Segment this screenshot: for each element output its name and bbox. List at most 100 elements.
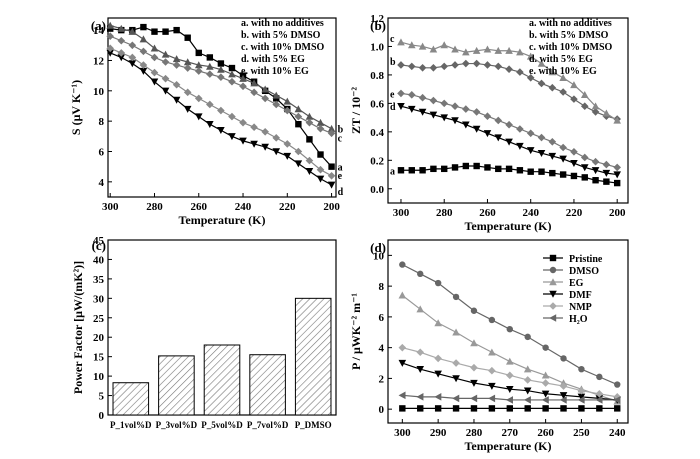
panel-a-data-point <box>162 28 169 35</box>
panel-a-data-point <box>139 61 148 69</box>
panel-d-data-point <box>595 396 603 404</box>
panel-a-legend-entry: e. with 10% EG <box>241 66 309 77</box>
panel-b-legend-entry: d. with 5% EG <box>529 54 593 65</box>
panel-a-data-point <box>150 53 159 62</box>
panel-a-data-point <box>327 171 336 180</box>
panel-a-data-point <box>128 53 137 62</box>
panel-d-data-point <box>434 354 442 363</box>
panel-b-data-point <box>483 130 492 138</box>
panel-d-data-point <box>614 405 621 412</box>
panel-b-data-point <box>548 83 557 92</box>
panel-a-data-point <box>217 65 225 73</box>
panel-d-ytick-label: 10 <box>373 250 385 262</box>
panel-a-data-point <box>140 23 147 31</box>
panel-a-data-point <box>228 77 236 86</box>
panel-a-xtick-label: 240 <box>235 201 252 213</box>
panel-b-data-point <box>440 114 449 122</box>
panel-a-data-point <box>261 127 269 136</box>
panel-a-data-point <box>305 168 314 176</box>
panel-d-legend-entry: DMSO <box>569 266 599 277</box>
panel-b-data-point <box>451 45 459 53</box>
panel-c-ytick-label: 30 <box>93 293 105 305</box>
panel-c-category-label: P_DMSO <box>295 420 332 430</box>
panel-d-data-point <box>417 405 424 412</box>
panel-d-data-point <box>452 293 460 301</box>
panel-b-data-point <box>526 129 535 138</box>
panel-b-data-point <box>516 142 524 150</box>
panel-d-data-point <box>542 405 549 412</box>
panel-b-data-point <box>559 143 567 152</box>
panel-a-data-point <box>305 118 314 127</box>
panel-b-data-point <box>430 165 437 173</box>
panel-b-data-point <box>505 138 513 146</box>
panel-b-data-point <box>462 121 470 129</box>
panel-d-legend-marker <box>549 254 557 262</box>
panel-b-x-axis-label: Temperature (K) <box>465 219 552 233</box>
panel-d-data-point <box>470 307 478 314</box>
panel-c-ytick-label: 5 <box>99 391 105 403</box>
panel-d-data-point <box>399 261 406 268</box>
panel-b-data-point <box>483 61 492 69</box>
panel-a-data-point <box>206 62 214 70</box>
panel-a-data-point <box>327 129 336 138</box>
panel-b-data-point <box>494 116 503 125</box>
panel-b-data-point <box>441 165 448 173</box>
panel-a-data-point <box>217 73 225 81</box>
panel-a-data-point <box>161 74 170 83</box>
panel-a-data-point <box>283 152 292 160</box>
panel-d-legend-marker <box>549 278 557 286</box>
panel-a-data-point <box>117 36 126 45</box>
panel-a-data-point <box>283 97 292 105</box>
panel-a-data-point <box>294 147 303 156</box>
panel-b-data-point <box>494 134 503 142</box>
panel-b-curve-letter: b <box>390 57 396 68</box>
panel-a-data-point <box>183 58 192 66</box>
panel-a-panel-label: (a) <box>91 18 106 33</box>
panel-a-data-point <box>106 49 115 57</box>
panel-b-data-point <box>419 167 426 174</box>
panel-d-xtick-label: 300 <box>394 427 411 439</box>
panel-a-legend-entry: d. with 5% EG <box>241 54 305 65</box>
panel-d-data-point <box>488 348 496 356</box>
panel-b-data-point <box>505 120 513 129</box>
panel-c-panel-label: (c) <box>92 238 106 253</box>
panel-b-data-point <box>408 167 415 174</box>
panel-a-ytick-label: 4 <box>99 177 105 189</box>
panel-a-ytick-label: 10 <box>93 86 105 98</box>
panel-b-data-point <box>537 79 546 88</box>
panel-d-legend-marker <box>549 314 557 322</box>
panel-b-data-point <box>451 117 459 125</box>
panel-a-seebeck-chart: 300 280 260 240 220 200 4 6 8 10 12 14 Temperature (… <box>69 17 344 227</box>
panel-d-data-point <box>577 393 586 401</box>
panel-d-xtick-label: 240 <box>609 427 626 439</box>
panel-b-data-point <box>537 59 546 67</box>
panel-b-data-point <box>494 62 503 71</box>
panel-d-data-point <box>488 366 496 375</box>
panel-d-data-point <box>523 376 532 384</box>
panel-c-ytick-label: 15 <box>93 352 105 364</box>
panel-d-data-point <box>560 405 567 412</box>
panel-a-data-point <box>272 134 281 142</box>
panel-b-data-point <box>591 167 600 175</box>
panel-d-legend-entry: NMP <box>569 302 592 313</box>
panel-b-data-point <box>451 61 459 69</box>
panel-b-data-point <box>591 102 600 110</box>
panel-b-data-point <box>580 153 589 162</box>
panel-d-data-point <box>578 365 585 373</box>
panel-a-data-point <box>194 113 203 121</box>
panel-b-legend-entry: e. with 10% EG <box>529 66 597 77</box>
panel-d-data-point <box>524 405 531 412</box>
panel-d-data-point <box>559 396 567 404</box>
panel-d-legend-marker <box>549 266 557 274</box>
panel-d-plot-frame <box>387 239 629 424</box>
panel-b-data-point <box>472 59 481 68</box>
panel-d-ytick-label: 4 <box>379 343 385 355</box>
panel-d-ytick-label: 8 <box>379 281 385 293</box>
panel-a-data-point <box>117 24 126 32</box>
panel-b-data-point <box>602 169 611 177</box>
panel-a-data-point <box>283 106 292 115</box>
panel-b-data-point <box>451 164 459 171</box>
panel-a-data-point <box>261 94 269 103</box>
panel-b-data-point <box>613 171 621 179</box>
panel-b-data-point <box>483 45 492 53</box>
